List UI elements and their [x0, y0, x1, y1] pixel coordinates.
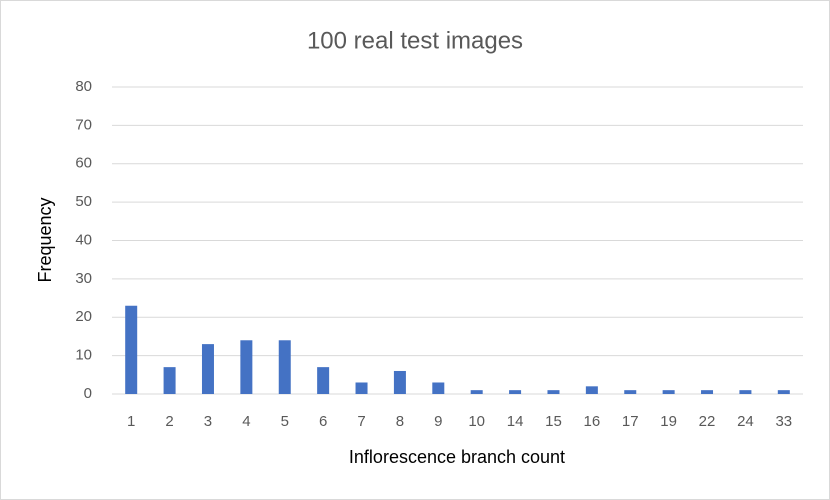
- bar: [470, 390, 483, 394]
- x-tick-label: 7: [357, 413, 365, 430]
- x-tick-label: 3: [204, 413, 212, 430]
- x-tick-label: 4: [242, 413, 250, 430]
- bar: [624, 390, 637, 394]
- bar: [662, 390, 675, 394]
- x-tick-label: 10: [468, 413, 485, 430]
- bar: [393, 370, 406, 394]
- bar: [355, 382, 368, 394]
- bar: [240, 340, 253, 394]
- y-tick-label: 0: [84, 385, 92, 402]
- y-tick-label: 40: [75, 231, 92, 248]
- bar: [278, 340, 291, 394]
- bar: [201, 344, 214, 394]
- y-tick-label: 50: [75, 193, 92, 210]
- y-tick-label: 70: [75, 116, 92, 133]
- x-axis-label: Inflorescence branch count: [349, 447, 565, 467]
- y-tick-label: 20: [75, 308, 92, 325]
- bar: [432, 382, 445, 394]
- x-tick-label: 8: [396, 413, 404, 430]
- x-tick-label: 15: [545, 413, 562, 430]
- y-tick-label: 60: [75, 155, 92, 172]
- y-tick-label: 30: [75, 270, 92, 287]
- x-tick-label: 6: [319, 413, 327, 430]
- x-tick-label: 16: [584, 413, 601, 430]
- y-tick-label: 10: [75, 347, 92, 364]
- x-tick-label: 22: [699, 413, 716, 430]
- y-tick-label: 80: [75, 78, 92, 95]
- x-tick-label: 2: [165, 413, 173, 430]
- bar: [125, 305, 138, 394]
- bar: [163, 367, 176, 394]
- x-tick-label: 1: [127, 413, 135, 430]
- x-tick-label: 9: [434, 413, 442, 430]
- bar: [547, 390, 560, 394]
- x-tick-label: 19: [660, 413, 677, 430]
- x-tick-label: 14: [507, 413, 524, 430]
- bar: [701, 390, 714, 394]
- y-axis-label: Frequency: [35, 197, 55, 282]
- x-tick-label: 24: [737, 413, 754, 430]
- x-tick-label: 17: [622, 413, 639, 430]
- x-tick-label: 5: [281, 413, 289, 430]
- bar: [509, 390, 522, 394]
- bar: [585, 386, 598, 394]
- bar: [777, 390, 790, 394]
- x-tick-label: 33: [775, 413, 792, 430]
- bar: [739, 390, 752, 394]
- bar: [317, 367, 330, 394]
- chart-title: 100 real test images: [307, 27, 523, 54]
